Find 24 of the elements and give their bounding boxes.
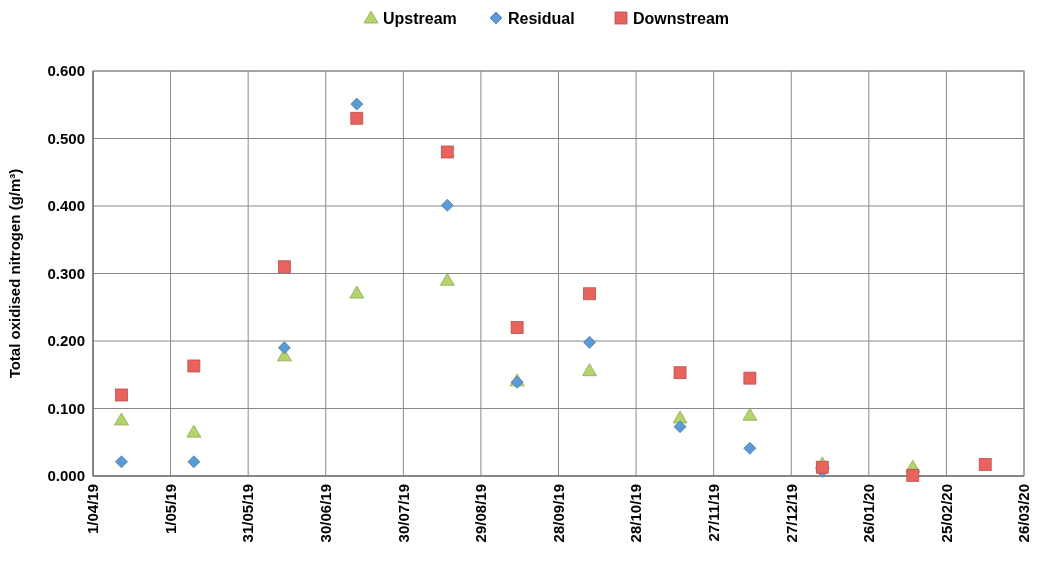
x-tick-label: 30/06/19	[317, 484, 334, 543]
y-tick-label: 0.100	[47, 399, 85, 417]
y-tick-label: 0.500	[47, 129, 85, 147]
y-tick-label: 0.400	[47, 197, 85, 215]
x-tick-label: 30/07/19	[394, 484, 412, 543]
x-tick-label: 28/09/19	[549, 484, 567, 543]
x-tick-label: 27/12/19	[782, 484, 800, 543]
legend-label: Residual	[508, 9, 575, 27]
y-tick-label: 0.300	[47, 264, 85, 282]
legend-label: Upstream	[383, 9, 457, 27]
y-tick-label: 0.200	[47, 332, 85, 350]
x-tick-label: 27/11/19	[704, 484, 722, 542]
y-tick-label: 0.600	[47, 62, 85, 80]
y-axis-title: Total oxidised nitrogen (g/m³)	[6, 168, 23, 379]
x-tick-label: 28/10/19	[627, 484, 645, 543]
legend-label: Downstream	[633, 9, 730, 27]
x-tick-label: 25/02/20	[937, 484, 955, 543]
x-tick-label: 1/05/19	[161, 484, 179, 535]
x-tick-label: 26/03/20	[1015, 484, 1033, 543]
x-tick-label: 1/04/19	[84, 484, 102, 535]
x-tick-label: 31/05/19	[239, 484, 257, 543]
x-tick-label: 26/01/20	[860, 484, 878, 543]
y-tick-label: 0.000	[47, 467, 85, 485]
x-tick-label: 29/08/19	[472, 484, 490, 543]
